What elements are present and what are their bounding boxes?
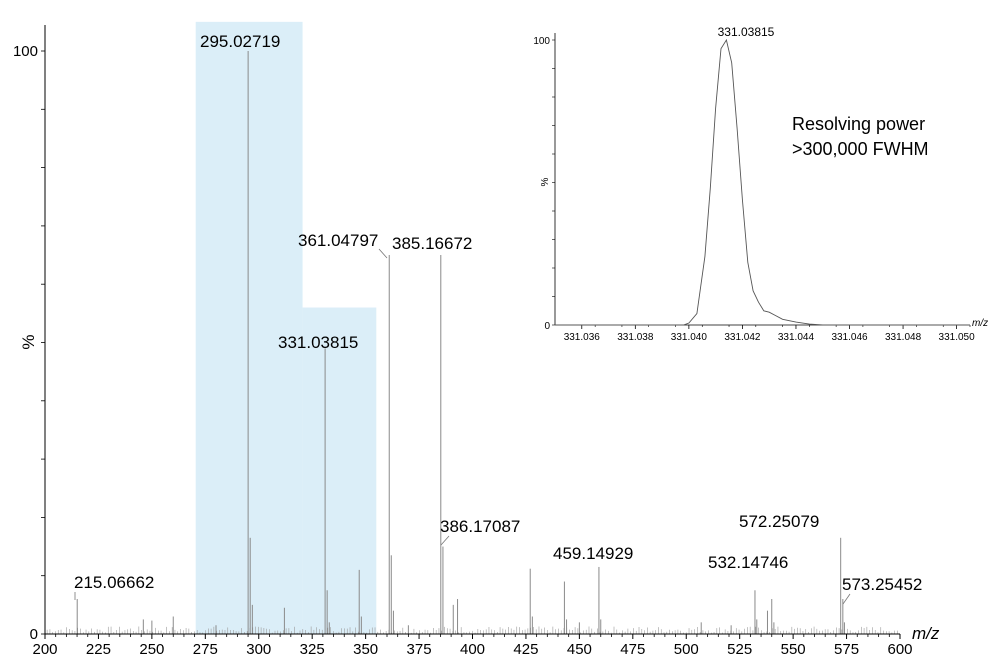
x-tick-label: 350 xyxy=(353,641,378,658)
peak-label: 215.06662 xyxy=(74,573,154,592)
inset-y-tick-label: 100 xyxy=(533,36,550,47)
x-tick-label: 375 xyxy=(407,641,432,658)
x-tick-label: 450 xyxy=(567,641,592,658)
main-y-axis-label: % xyxy=(19,334,38,349)
resolving-power-line1: Resolving power xyxy=(792,114,925,134)
inset-x-tick-label: 331.046 xyxy=(831,332,868,343)
y-tick-label: 0 xyxy=(30,626,38,643)
inset-peak-label: 331.03815 xyxy=(718,25,775,39)
peak-label-leader xyxy=(378,248,388,259)
inset-x-tick-label: 331.042 xyxy=(724,332,761,343)
x-tick-label: 275 xyxy=(193,641,218,658)
highlight-regions xyxy=(195,21,377,635)
x-tick-label: 575 xyxy=(834,641,859,658)
peak-label: 295.02719 xyxy=(200,32,280,51)
highlight-region-2 xyxy=(302,307,377,634)
x-tick-label: 525 xyxy=(727,641,752,658)
inset-x-tick-label: 331.040 xyxy=(671,332,708,343)
x-tick-label: 550 xyxy=(781,641,806,658)
inset-x-tick-label: 331.048 xyxy=(885,332,922,343)
inset-axes: 331.036 331.038 331.040 331.042 331.044 331.0… xyxy=(533,33,975,343)
x-tick-label: 300 xyxy=(246,641,271,658)
x-tick-label: 325 xyxy=(300,641,325,658)
inset-x-tick-label: 331.044 xyxy=(778,332,815,343)
x-tick-label: 200 xyxy=(32,641,57,658)
x-tick-label: 475 xyxy=(620,641,645,658)
peak-label: 459.14929 xyxy=(553,544,633,563)
peak-label: 572.25079 xyxy=(739,512,819,531)
inset-peak-profile xyxy=(555,38,970,326)
main-x-axis-label: m/z xyxy=(912,624,940,643)
x-tick-label: 225 xyxy=(86,641,111,658)
peak-label: 386.17087 xyxy=(440,517,520,536)
inset-x-tick-label: 331.038 xyxy=(617,332,654,343)
peak-label: 385.16672 xyxy=(392,234,472,253)
peak-label: 331.03815 xyxy=(278,333,358,352)
y-tick-label: 100 xyxy=(13,43,38,60)
peak-label: 532.14746 xyxy=(708,553,788,572)
x-tick-label: 400 xyxy=(460,641,485,658)
inset-x-axis-label: m/z xyxy=(972,318,988,329)
peak-labels: 215.06662 295.02719 331.03815 361.04797 385.… xyxy=(74,32,922,594)
inset-x-tick-label: 331.050 xyxy=(939,332,976,343)
inset-y-axis-label: % xyxy=(540,177,551,186)
main-axes: 200 225 250 275 300 325 350 375 400 425 450 475 500 5… xyxy=(13,25,913,658)
peak-label: 573.25452 xyxy=(842,575,922,594)
peak-label-leaders xyxy=(74,248,851,605)
x-tick-label: 600 xyxy=(887,641,912,658)
x-tick-label: 425 xyxy=(513,641,538,658)
x-tick-label: 250 xyxy=(139,641,164,658)
inset-peak-chart: 331.036 331.038 331.040 331.042 331.044 331.0… xyxy=(533,25,988,343)
inset-x-tick-label: 331.036 xyxy=(564,332,601,343)
peak-label-leader xyxy=(842,593,851,605)
x-tick-label: 500 xyxy=(674,641,699,658)
main-spectrum-chart: 215.06662 295.02719 331.03815 361.04797 385.… xyxy=(13,21,940,658)
peak-label: 361.04797 xyxy=(298,231,378,250)
main-spectrum-peaks xyxy=(46,51,898,634)
peak-label-leader xyxy=(440,535,450,546)
inset-y-tick-label: 0 xyxy=(544,321,550,332)
highlight-region-1 xyxy=(195,21,303,635)
resolving-power-line2: >300,000 FWHM xyxy=(792,139,929,159)
